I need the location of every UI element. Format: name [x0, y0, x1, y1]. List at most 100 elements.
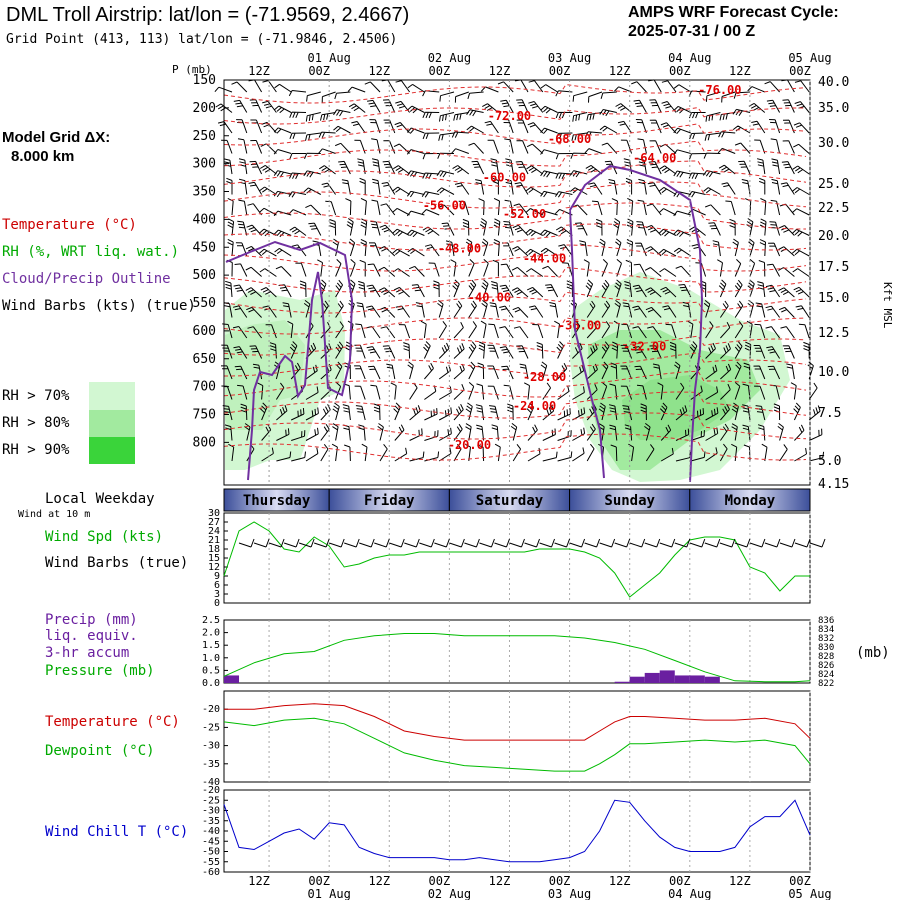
wind-barb: [585, 164, 603, 175]
wind-barb: [673, 247, 692, 257]
wind-barb: [747, 86, 765, 93]
wind-barb: [421, 191, 440, 198]
rh-legend-80: RH > 80%: [2, 415, 70, 431]
wind-barb: [237, 220, 248, 236]
surface-wind-barb: [794, 538, 811, 548]
wind-barb: [689, 153, 706, 160]
wind-barb: [734, 382, 741, 400]
surface-wind-barb: [719, 538, 736, 548]
isotherm-line: [223, 107, 807, 125]
wind-barb: [338, 160, 351, 175]
wind-barb: [600, 91, 617, 99]
wind-barb: [659, 165, 677, 175]
wind-barb: [454, 91, 469, 103]
wind-barb: [601, 300, 611, 318]
isotherm-label: -24.00: [513, 399, 556, 413]
wind-barb: [540, 361, 548, 380]
wind-barb: [468, 361, 476, 380]
wind-barb: [542, 451, 558, 462]
wind-barb: [719, 300, 729, 318]
pressure-tick-label: 824: [818, 670, 834, 680]
model-grid-info: Model Grid ΔX: 8.000 km: [2, 128, 110, 166]
wind-barb: [732, 238, 739, 257]
bottom-time-label: 00Z: [789, 874, 811, 888]
wind-barb: [393, 402, 401, 421]
wind-barb: [809, 451, 825, 462]
legend-rh: RH (%, WRT liq. wat.): [2, 244, 180, 260]
wind-barb: [647, 182, 662, 195]
bottom-time-label: 12Z: [248, 874, 270, 888]
wind-barb: [646, 203, 662, 216]
surface-wind-barb: [268, 538, 285, 548]
bottom-time-label: 00Z: [669, 874, 691, 888]
wind-barb: [433, 280, 440, 298]
wind-barb: [720, 321, 731, 339]
wind-barb: [380, 203, 396, 216]
wind-barb: [231, 81, 248, 93]
wind-barb: [438, 407, 452, 421]
wind-barb: [793, 122, 810, 134]
wind-barb: [237, 138, 248, 154]
wind-barb: [747, 279, 755, 298]
y-tick-label: 6: [214, 580, 220, 591]
wind-barb: [479, 218, 487, 236]
wind-speed-line: [223, 521, 810, 598]
wind-barb: [516, 119, 529, 134]
isotherm-line: [223, 317, 807, 335]
wind-barb: [358, 280, 366, 298]
wind-barb: [422, 111, 440, 119]
wind-barb: [370, 220, 381, 236]
pressure-tick-label: 800: [193, 435, 216, 450]
wind-barb: [369, 242, 381, 257]
wind-barb: [562, 262, 573, 277]
pressure-tick-label: 832: [818, 634, 834, 644]
wind-barb: [608, 404, 618, 421]
isotherm-label: -32.00: [623, 339, 666, 353]
wind-barb: [703, 152, 721, 159]
wind-barb: [249, 99, 263, 113]
wind-barb: [439, 112, 455, 122]
height-tick-label: 4.15: [818, 477, 849, 492]
wind-barb: [259, 268, 277, 277]
wind-barb: [478, 198, 485, 216]
wind-barb: [332, 402, 340, 421]
isotherm-label: -60.00: [483, 171, 526, 185]
wind-barb: [620, 344, 633, 359]
page-title: DML Troll Airstrip: lat/lon = (-71.9569,…: [6, 4, 410, 26]
wind-barb: [780, 326, 795, 339]
model-grid-line2: 8.000 km: [11, 148, 75, 165]
wind-barb: [699, 280, 707, 298]
wind-barb: [742, 404, 751, 421]
wind-barb: [467, 91, 484, 100]
wind-barb: [364, 81, 381, 93]
wind-barb: [526, 165, 544, 175]
wind-barb: [769, 221, 781, 236]
wind-barb: [248, 79, 263, 93]
wind-barb: [276, 428, 290, 441]
wind-barb: [439, 91, 455, 102]
wind-barb: [232, 305, 248, 318]
wind-barb: [468, 142, 484, 154]
wind-barb: [540, 105, 558, 114]
wind-barb: [366, 326, 381, 339]
wind-barb: [540, 190, 558, 198]
height-tick-label: 5.0: [818, 454, 841, 469]
wind-barb: [511, 266, 529, 277]
wind-barb: [288, 90, 307, 97]
height-tick-label: 25.0: [818, 177, 849, 192]
wind-barb: [233, 346, 248, 359]
wind-barb: [358, 424, 366, 441]
bottom-time-label: 12Z: [489, 874, 511, 888]
wind-barb: [348, 103, 366, 113]
wind-barb: [321, 182, 337, 195]
wind-barb: [759, 218, 767, 236]
wind-barb: [406, 229, 425, 238]
wind-barb: [513, 203, 529, 216]
y-tick-label: -40: [202, 777, 220, 788]
wind-barb: [645, 306, 662, 318]
wind-barb: [705, 342, 716, 359]
isotherm-line: [223, 412, 807, 440]
legend-precip-3hr: 3-hr accum: [45, 645, 130, 661]
y-tick-label: 0: [214, 598, 220, 609]
wind-barb: [382, 345, 396, 359]
